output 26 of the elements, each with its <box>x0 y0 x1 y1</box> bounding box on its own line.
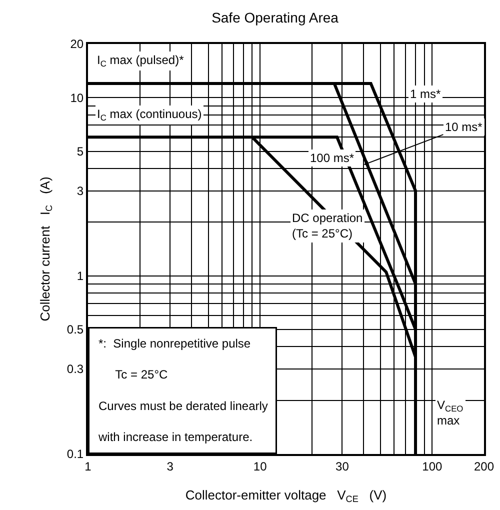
annotation: DC operation (Tc = 25°C) <box>292 211 363 241</box>
annotation: I$_{C}$ max (pulsed)* <box>97 53 184 69</box>
annotation: Curves must be derated linearly <box>98 398 268 413</box>
annotation: V$_{CEO}$ max <box>437 398 464 428</box>
y-tick-label: 0.5 <box>66 322 84 337</box>
annotation: Tc = 25°C <box>98 368 168 382</box>
annotation: 10 ms* <box>445 120 483 134</box>
annotation: *: Single nonrepetitive pulse <box>98 336 251 350</box>
y-tick-label: 0.1 <box>66 447 84 462</box>
annotation: with increase in temperature. <box>98 430 253 444</box>
x-tick-label: 100 <box>422 459 443 474</box>
y-tick-label: 0.3 <box>66 362 84 376</box>
chart-title: Safe Operating Area <box>212 10 339 26</box>
y-tick-label: 10 <box>70 90 84 105</box>
y-tick-label: 5 <box>76 144 84 158</box>
annotation: 100 ms* <box>310 151 354 165</box>
x-tick-label: 3 <box>166 459 174 474</box>
x-tick-label: 30 <box>336 459 350 474</box>
annotation: 1 ms* <box>410 87 442 101</box>
annotation: I$_{C}$ max (continuous) <box>97 107 202 123</box>
x-tick-label: 200 <box>474 459 494 474</box>
x-axis-title: Collector-emitter voltage V$_{CE}$ (V) <box>185 488 387 504</box>
y-tick-label: 3 <box>76 184 84 198</box>
y-tick-label: 1 <box>76 269 84 284</box>
x-tick-label: 10 <box>253 459 268 474</box>
y-tick-label: 20 <box>70 37 84 52</box>
